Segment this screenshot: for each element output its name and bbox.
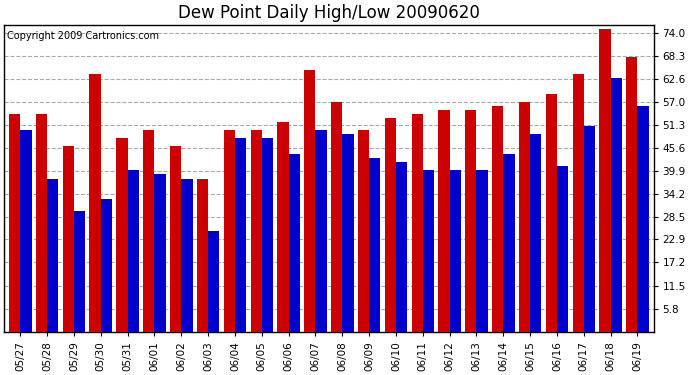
Bar — [262, 138, 273, 332]
Bar — [557, 166, 569, 332]
Bar — [369, 158, 380, 332]
Bar — [250, 130, 262, 332]
Bar — [546, 94, 557, 332]
Bar — [503, 154, 515, 332]
Bar — [74, 211, 85, 332]
Bar — [208, 231, 219, 332]
Bar — [117, 138, 128, 332]
Bar — [331, 102, 342, 332]
Title: Dew Point Daily High/Low 20090620: Dew Point Daily High/Low 20090620 — [178, 4, 480, 22]
Bar — [235, 138, 246, 332]
Bar — [519, 102, 530, 332]
Bar — [530, 134, 542, 332]
Bar — [438, 110, 450, 332]
Bar — [477, 171, 488, 332]
Bar — [385, 118, 396, 332]
Bar — [181, 178, 193, 332]
Bar — [224, 130, 235, 332]
Bar — [288, 154, 300, 332]
Bar — [128, 171, 139, 332]
Bar — [465, 110, 477, 332]
Bar — [358, 130, 369, 332]
Bar — [197, 178, 208, 332]
Bar — [47, 178, 59, 332]
Bar — [396, 162, 407, 332]
Bar — [573, 74, 584, 332]
Bar — [170, 146, 181, 332]
Bar — [411, 114, 423, 332]
Bar — [450, 171, 461, 332]
Bar — [277, 122, 288, 332]
Bar — [101, 199, 112, 332]
Bar — [611, 78, 622, 332]
Text: Copyright 2009 Cartronics.com: Copyright 2009 Cartronics.com — [8, 31, 159, 41]
Bar — [627, 57, 638, 332]
Bar — [36, 114, 47, 332]
Bar — [304, 69, 315, 332]
Bar — [315, 130, 326, 332]
Bar — [600, 29, 611, 332]
Bar — [492, 106, 503, 332]
Bar — [9, 114, 20, 332]
Bar — [638, 106, 649, 332]
Bar — [20, 130, 32, 332]
Bar — [143, 130, 155, 332]
Bar — [342, 134, 353, 332]
Bar — [423, 171, 434, 332]
Bar — [63, 146, 74, 332]
Bar — [155, 174, 166, 332]
Bar — [90, 74, 101, 332]
Bar — [584, 126, 595, 332]
